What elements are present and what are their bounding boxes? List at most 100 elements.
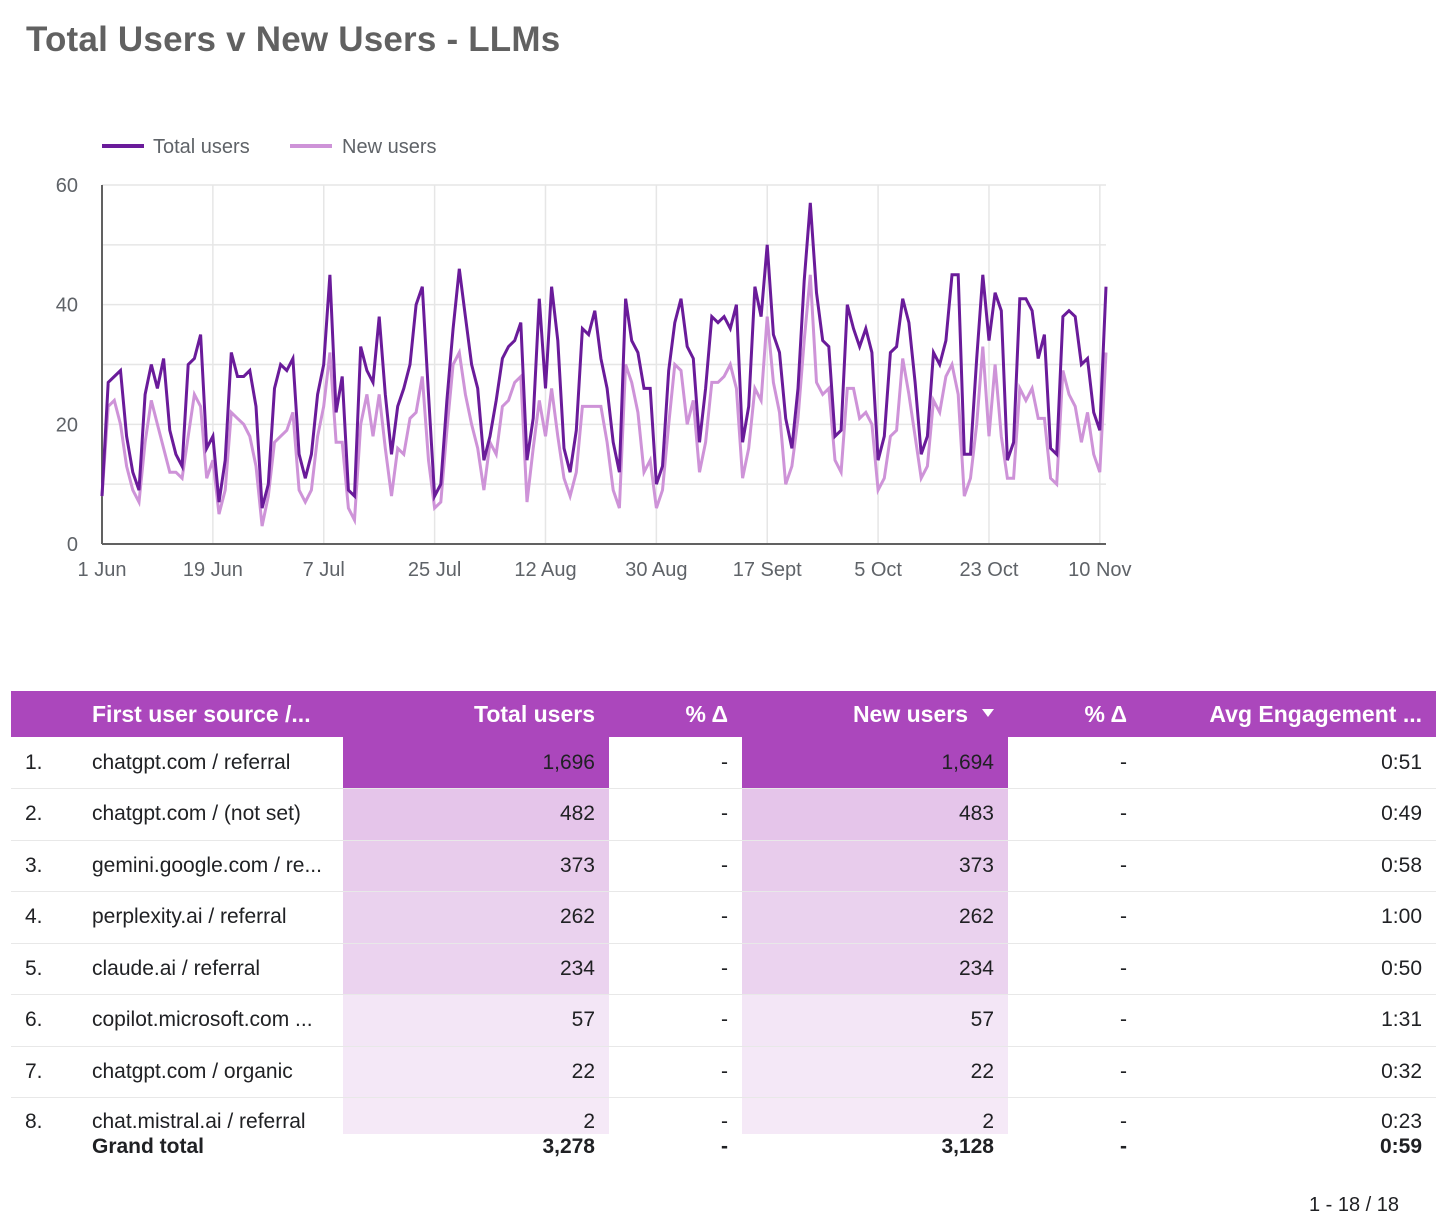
grand-total-new-delta: - bbox=[1120, 1135, 1127, 1158]
data-table: First user source /... Total users % Δ N… bbox=[11, 691, 1436, 1160]
line-chart: Total users New users 0 20 40 60 1 Jun 19 Ju… bbox=[56, 136, 1132, 581]
cell-total-users: 482 bbox=[343, 788, 609, 841]
cell-new-users-delta: - bbox=[1008, 840, 1141, 892]
cell-new-users-delta: - bbox=[1008, 891, 1141, 944]
cell-new-users-delta: - bbox=[1008, 1046, 1141, 1098]
cell-total-users: 262 bbox=[343, 891, 609, 944]
grand-total-label: Grand total bbox=[92, 1135, 205, 1158]
grand-total-total-users: 3,278 bbox=[542, 1135, 595, 1158]
x-tick-label: 30 Aug bbox=[625, 559, 687, 581]
grand-total-new-users: 3,128 bbox=[941, 1135, 994, 1158]
cell-total-users-delta: - bbox=[721, 1110, 728, 1133]
grand-total-index bbox=[11, 1134, 78, 1160]
cell-new-users: 57 bbox=[742, 994, 1008, 1047]
cell-avg-engagement: 0:23 bbox=[1381, 1110, 1422, 1133]
cell-new-users: 262 bbox=[742, 891, 1008, 944]
cell-new-users-delta: - bbox=[1008, 994, 1141, 1047]
header-first-user-source[interactable]: First user source /... bbox=[92, 700, 311, 727]
y-tick-label: 40 bbox=[56, 295, 78, 317]
y-tick-label: 0 bbox=[67, 534, 78, 556]
cell-new-users: 1,694 bbox=[742, 737, 1008, 789]
row-index: 6. bbox=[11, 994, 78, 1047]
data-table-container: First user source /... Total users % Δ N… bbox=[11, 691, 1436, 1160]
grand-total-total-delta: - bbox=[721, 1135, 728, 1158]
header-new-users-delta[interactable]: % Δ bbox=[1084, 700, 1127, 727]
row-index: 4. bbox=[11, 891, 78, 944]
legend-label-new-users: New users bbox=[342, 136, 436, 158]
y-tick-label: 20 bbox=[56, 414, 78, 436]
series-line-new-users[interactable] bbox=[100, 274, 1108, 527]
x-tick-label: 17 Sept bbox=[733, 559, 802, 581]
header-index bbox=[11, 691, 78, 737]
cell-new-users-delta: - bbox=[1120, 1110, 1127, 1133]
y-axis: 0 20 40 60 bbox=[56, 175, 78, 556]
cell-new-users-delta: - bbox=[1008, 788, 1141, 841]
cell-total-users-delta: - bbox=[609, 891, 742, 944]
cell-avg-engagement: 1:31 bbox=[1141, 994, 1436, 1047]
legend-item-total-users[interactable]: Total users bbox=[102, 136, 250, 158]
cell-avg-engagement: 0:49 bbox=[1141, 788, 1436, 841]
cell-new-users: 2 bbox=[742, 1097, 1008, 1134]
cell-new-users: 373 bbox=[742, 840, 1008, 892]
legend-label-total-users: Total users bbox=[153, 136, 250, 158]
cell-first-user-source: gemini.google.com / re... bbox=[78, 840, 343, 892]
row-index: 1. bbox=[11, 737, 78, 789]
cell-total-users-delta: - bbox=[609, 994, 742, 1047]
grand-total-avg-engagement: 0:59 bbox=[1379, 1135, 1422, 1158]
table-row[interactable]: 4. perplexity.ai / referral 262-262-1:00 bbox=[11, 891, 1436, 944]
cell-avg-engagement: 0:32 bbox=[1141, 1046, 1436, 1098]
x-tick-label: 1 Jun bbox=[78, 559, 127, 581]
cell-total-users: 22 bbox=[343, 1046, 609, 1098]
row-index: 8. bbox=[25, 1110, 43, 1133]
cell-total-users-delta: - bbox=[609, 943, 742, 995]
cell-total-users: 57 bbox=[343, 994, 609, 1047]
x-axis: 1 Jun 19 Jun 7 Jul 25 Jul 12 Aug 30 Aug 17 Sep… bbox=[78, 559, 1132, 581]
header-new-users[interactable]: New users bbox=[742, 691, 1008, 737]
sort-descending-icon[interactable] bbox=[982, 709, 994, 718]
table-row[interactable]: 6. copilot.microsoft.com ... 57-57-1:31 bbox=[11, 994, 1436, 1047]
chart-grid bbox=[101, 184, 1106, 545]
x-tick-label: 5 Oct bbox=[854, 559, 902, 581]
row-index: 5. bbox=[11, 943, 78, 995]
legend-item-new-users[interactable]: New users bbox=[290, 136, 436, 158]
page-title: Total Users v New Users - LLMs bbox=[26, 20, 561, 59]
cell-first-user-source: chatgpt.com / referral bbox=[78, 737, 343, 789]
table-row[interactable]: 2. chatgpt.com / (not set) 482-483-0:49 bbox=[11, 788, 1436, 841]
cell-new-users-delta: - bbox=[1008, 943, 1141, 995]
cell-first-user-source: chat.mistral.ai / referral bbox=[92, 1110, 306, 1133]
grand-total-row: Grand total 3,278 - 3,128 - 0:59 bbox=[11, 1134, 1436, 1160]
cell-new-users: 22 bbox=[742, 1046, 1008, 1098]
cell-avg-engagement: 1:00 bbox=[1141, 891, 1436, 944]
chart-legend: Total users New users bbox=[102, 136, 436, 158]
cell-total-users: 2 bbox=[343, 1097, 609, 1134]
table-row[interactable]: 3. gemini.google.com / re... 373-373-0:58 bbox=[11, 840, 1436, 892]
cell-total-users-delta: - bbox=[609, 1046, 742, 1098]
cell-avg-engagement: 0:58 bbox=[1141, 840, 1436, 892]
cell-first-user-source: perplexity.ai / referral bbox=[78, 891, 343, 944]
cell-new-users-delta: - bbox=[1008, 737, 1141, 789]
cell-total-users-delta: - bbox=[609, 737, 742, 789]
header-avg-engagement[interactable]: Avg Engagement ... bbox=[1209, 700, 1422, 727]
table-header-row: First user source /... Total users % Δ N… bbox=[11, 691, 1436, 737]
cell-avg-engagement: 0:50 bbox=[1141, 943, 1436, 995]
series-line-total-users[interactable] bbox=[100, 202, 1108, 509]
x-tick-label: 12 Aug bbox=[514, 559, 576, 581]
cell-new-users: 483 bbox=[742, 788, 1008, 841]
table-row[interactable]: 5. claude.ai / referral 234-234-0:50 bbox=[11, 943, 1436, 995]
y-tick-label: 60 bbox=[56, 175, 78, 197]
x-tick-label: 7 Jul bbox=[303, 559, 345, 581]
table-row[interactable]: 8. chat.mistral.ai / referral 2-2-0:23 bbox=[11, 1097, 1436, 1134]
table-row[interactable]: 7. chatgpt.com / organic 22-22-0:32 bbox=[11, 1046, 1436, 1098]
header-new-users-label: New users bbox=[852, 700, 968, 727]
header-total-users[interactable]: Total users bbox=[474, 700, 595, 727]
header-total-users-delta[interactable]: % Δ bbox=[685, 700, 728, 727]
cell-total-users: 234 bbox=[343, 943, 609, 995]
cell-first-user-source: chatgpt.com / organic bbox=[78, 1046, 343, 1098]
x-tick-label: 25 Jul bbox=[408, 559, 461, 581]
cell-first-user-source: chatgpt.com / (not set) bbox=[78, 788, 343, 841]
row-index: 7. bbox=[11, 1046, 78, 1098]
x-tick-label: 10 Nov bbox=[1068, 559, 1131, 581]
table-row[interactable]: 1. chatgpt.com / referral 1,696-1,694-0:51 bbox=[11, 737, 1436, 789]
cell-first-user-source: copilot.microsoft.com ... bbox=[78, 994, 343, 1047]
chart-series bbox=[100, 202, 1108, 527]
